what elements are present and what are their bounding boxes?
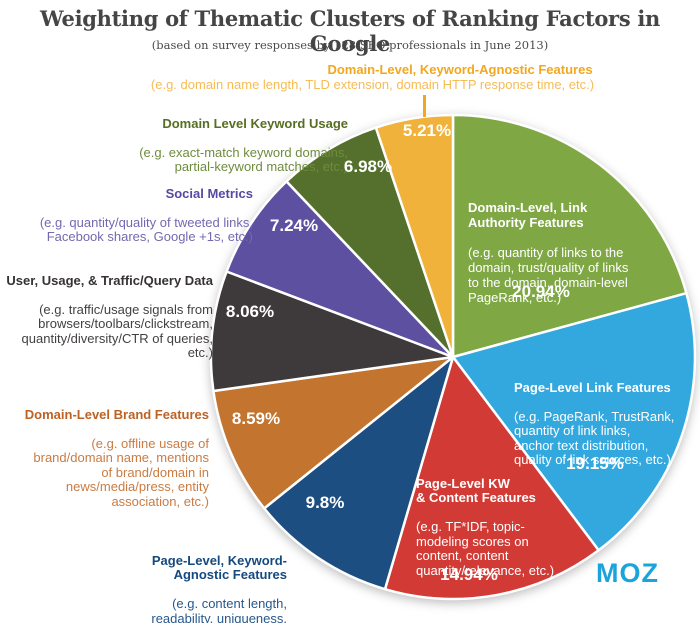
pct-label-page-keyword-agnostic: 9.8% (305, 493, 345, 512)
pie-slice-domain-link-authority (451, 113, 688, 359)
label-domain-brand: Domain-Level Brand Features (e.g. offlin… (0, 393, 209, 524)
label-title-domain-keyword-usage: Domain Level Keyword Usage (162, 115, 348, 131)
label-desc-social-metrics: (e.g. quantity/quality of tweeted links,… (39, 214, 253, 244)
pct-label-domain-brand: 8.59% (231, 409, 281, 428)
label-desc-page-link-features: (e.g. PageRank, TrustRank, quantity of l… (514, 408, 675, 467)
pct-label-social-metrics: 7.24% (269, 216, 319, 235)
label-social-metrics: Social Metrics (e.g. quantity/quality of… (0, 172, 253, 259)
label-user-usage-traffic: User, Usage, & Traffic/Query Data (e.g. … (0, 259, 213, 375)
label-title-page-kw-content: Page-Level KW & Content Features (416, 475, 536, 505)
label-page-keyword-agnostic: Page-Level, Keyword- Agnostic Features (… (47, 539, 287, 623)
label-desc-user-usage-traffic: (e.g. traffic/usage signals from browser… (21, 301, 213, 360)
pct-label-page-kw-content: 14.94% (440, 565, 498, 584)
label-title-domain-brand: Domain-Level Brand Features (24, 406, 209, 422)
label-title-domain-link-authority: Domain-Level, Link Authority Features (468, 200, 588, 230)
label-title-domain-keyword-agnostic: Domain-Level, Keyword-Agnostic Features (327, 62, 593, 77)
pie-slice-user-usage-traffic (209, 270, 455, 393)
label-desc-page-kw-content: (e.g. TF*IDF, topic- modeling scores on … (416, 519, 555, 578)
pct-label-user-usage-traffic: 8.06% (225, 302, 275, 321)
label-title-user-usage-traffic: User, Usage, & Traffic/Query Data (6, 272, 213, 288)
label-page-kw-content: Page-Level KW & Content Features (e.g. T… (416, 462, 591, 593)
pie-slice-domain-keyword-agnostic (374, 113, 455, 359)
pie-slice-domain-keyword-usage (285, 126, 455, 359)
label-desc-domain-brand: (e.g. offline usage of brand/domain name… (33, 435, 209, 509)
label-desc-domain-keyword-usage: (e.g. exact-match keyword domains, parti… (139, 144, 348, 174)
moz-logo: MOZ (596, 558, 659, 588)
label-desc-domain-link-authority: (e.g. quantity of links to the domain, t… (468, 245, 629, 305)
page-title: Weighting of Thematic Clusters of Rankin… (39, 6, 660, 56)
label-desc-page-keyword-agnostic: (e.g. content length, readability, uniqu… (151, 596, 287, 623)
label-desc-domain-keyword-agnostic: (e.g. domain name length, TLD extension,… (150, 77, 595, 92)
leader-line-domain-keyword-agnostic (423, 95, 426, 117)
pct-label-domain-link-authority: 20.94% (512, 282, 570, 301)
pct-label-page-link-features: 19.15% (566, 454, 624, 473)
label-domain-keyword-usage: Domain Level Keyword Usage (e.g. exact-m… (48, 102, 348, 189)
pie-slice-domain-brand (212, 355, 455, 510)
pct-label-domain-keyword-agnostic: 5.21% (402, 121, 452, 140)
label-domain-link-authority: Domain-Level, Link Authority Features (e… (468, 185, 673, 320)
label-title-page-link-features: Page-Level Link Features (514, 379, 671, 395)
pie-slice-page-link-features (451, 291, 697, 552)
pie-slice-page-kw-content (383, 355, 600, 601)
pie-slice-page-keyword-agnostic (262, 355, 455, 591)
pct-label-domain-keyword-usage: 6.98% (343, 157, 393, 176)
pie-slice-social-metrics (225, 180, 455, 359)
label-title-social-metrics: Social Metrics (165, 185, 253, 201)
label-title-page-keyword-agnostic: Page-Level, Keyword- Agnostic Features (151, 552, 287, 582)
label-page-link-features: Page-Level Link Features (e.g. PageRank,… (514, 366, 700, 482)
page-subtitle: (based on survey responses by 128 SEO pr… (151, 38, 549, 52)
